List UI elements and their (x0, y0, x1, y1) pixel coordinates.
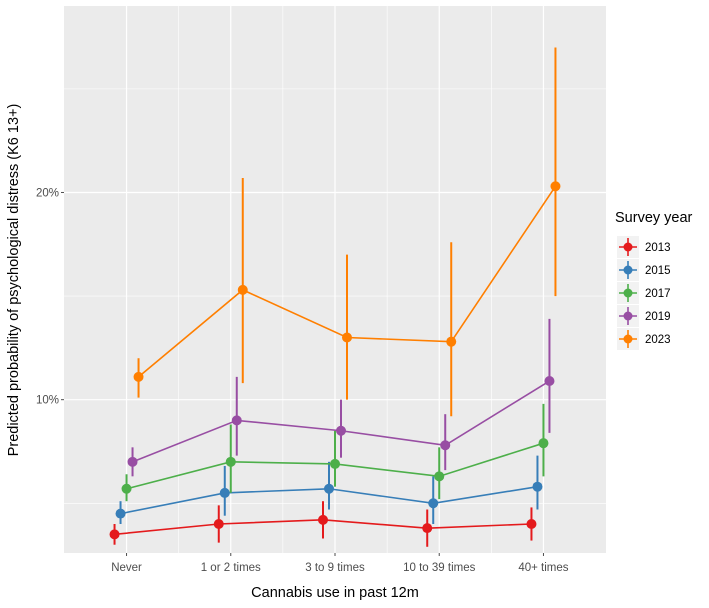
x-axis-title: Cannabis use in past 12m (251, 585, 419, 601)
data-point-2023 (342, 332, 352, 343)
legend-label: 2013 (645, 242, 671, 254)
legend-label: 2019 (645, 311, 671, 323)
legend-label: 2017 (645, 288, 671, 300)
data-point-2017 (330, 458, 340, 469)
data-point-2017 (538, 438, 549, 449)
legend-key-point (623, 288, 633, 298)
data-point-2013 (422, 523, 433, 534)
series-2017 (121, 403, 549, 502)
legend-key-point (623, 334, 633, 344)
data-point-2017 (225, 456, 236, 467)
legend-title: Survey year (615, 210, 693, 226)
legend-key-point (623, 265, 633, 275)
tick-layer: 10% 20% Never 1 or 2 times 3 to 9 times 10 to… (36, 187, 569, 574)
data-point-2019 (544, 376, 555, 387)
data-point-2023 (237, 284, 248, 295)
series-2019 (127, 318, 555, 477)
legend-item-2017: 2017 (617, 282, 671, 304)
series-layer (109, 47, 561, 547)
data-point-2013 (526, 518, 537, 529)
legend-item-2015: 2015 (617, 259, 671, 281)
data-point-2023 (446, 336, 457, 347)
x-tick-label: 40+ times (518, 562, 568, 574)
legend-key-point (623, 242, 633, 252)
data-point-2015 (532, 481, 543, 492)
data-point-2013 (213, 518, 224, 529)
data-point-2013 (109, 529, 120, 540)
data-point-2013 (318, 514, 328, 525)
data-point-2019 (231, 415, 242, 426)
y-tick-label: 10% (36, 395, 59, 407)
data-point-2017 (434, 471, 445, 482)
legend-key-point (623, 311, 633, 321)
y-tick-label: 20% (36, 187, 59, 199)
legend-item-2023: 2023 (617, 328, 671, 350)
x-tick-label: 1 or 2 times (201, 562, 261, 574)
x-tick-label: 10 to 39 times (403, 562, 475, 574)
data-point-2015 (428, 498, 439, 509)
data-point-2019 (336, 425, 346, 436)
data-point-2019 (440, 440, 451, 451)
data-point-2015 (324, 483, 334, 494)
legend-item-2019: 2019 (617, 305, 671, 327)
x-tick-label: Never (111, 562, 142, 574)
series-2015 (115, 455, 543, 524)
y-axis-title: Predicted probability of psychological d… (6, 104, 22, 457)
data-point-2023 (133, 371, 144, 382)
legend-label: 2015 (645, 265, 671, 277)
data-point-2019 (127, 456, 138, 467)
data-point-2017 (121, 483, 132, 494)
data-point-2015 (115, 508, 126, 519)
x-tick-label: 3 to 9 times (305, 562, 365, 574)
legend-item-2013: 2013 (617, 236, 671, 258)
data-point-2015 (219, 487, 230, 498)
series-2013 (109, 501, 537, 547)
data-point-2023 (550, 181, 561, 192)
legend: Survey year 2013 2015 2017 2019 2023 (615, 210, 693, 350)
legend-label: 2023 (645, 334, 671, 346)
series-2023 (133, 47, 561, 417)
